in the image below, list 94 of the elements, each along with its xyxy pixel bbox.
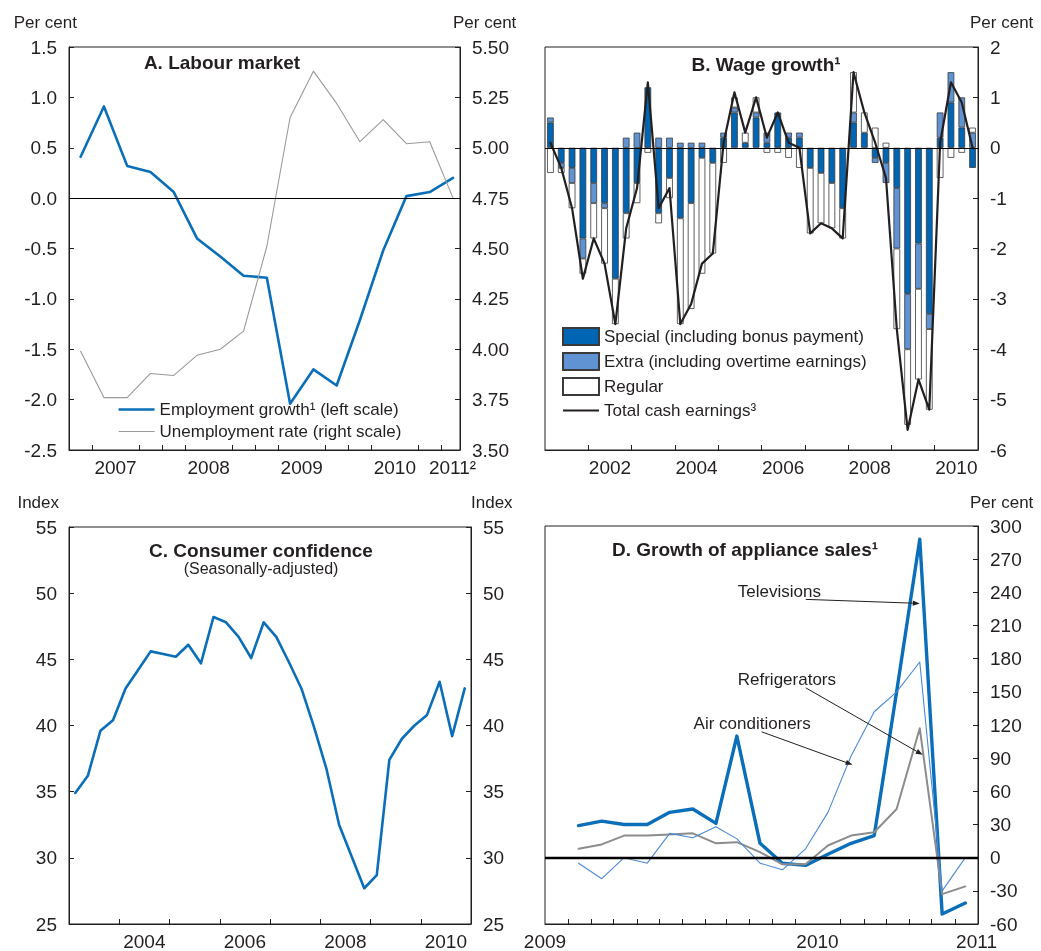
y-tick-label: 1 — [990, 86, 1001, 108]
y2-axis-title: Per cent — [453, 12, 517, 32]
x-tick-label: 2008 — [848, 457, 891, 478]
y-tick-label: 150 — [990, 681, 1022, 703]
y2-tick-label: 25 — [483, 913, 505, 935]
y-tick-label: 60 — [990, 780, 1012, 802]
y-tick-label: 180 — [990, 648, 1022, 670]
legend-label: Total cash earnings³ — [604, 401, 757, 420]
y2-tick-label: 45 — [483, 648, 505, 670]
x-tick-label: 2009 — [523, 931, 567, 951]
chart-title: B. Wage growth¹ — [691, 54, 841, 75]
chart-title: A. Labour market — [143, 52, 301, 73]
y-axis-title: Per cent — [13, 12, 78, 32]
y-tick-label: -6 — [990, 439, 1007, 461]
x-tick-label: 2006 — [223, 931, 267, 951]
y2-tick-label: 50 — [483, 582, 505, 604]
text: C. Consumer confidence — [149, 540, 373, 561]
y2-tick-label: 40 — [483, 715, 505, 736]
y2-tick-label: 35 — [483, 781, 505, 803]
y2-tick-label: 4.25 — [472, 288, 509, 310]
text: (Seasonally-adjusted) — [183, 559, 339, 577]
bar — [731, 112, 738, 148]
y2-tick-label: 4.00 — [472, 338, 509, 360]
x-tick-label: 2010 — [424, 931, 468, 951]
y-tick-label: 0.5 — [30, 137, 57, 159]
y2-tick-label: 3.75 — [472, 389, 509, 411]
y2-tick-label: 5.50 — [472, 36, 509, 58]
line-series — [578, 661, 966, 892]
annotation: Televisions — [737, 581, 821, 601]
line-series — [576, 537, 968, 916]
line-series — [577, 727, 967, 896]
bar — [752, 117, 760, 148]
y-tick-label: 35 — [35, 781, 57, 803]
y-tick-label: 40 — [35, 715, 57, 736]
x-tick-label: 2010 — [796, 931, 839, 951]
x-tick-label: 2009 — [280, 457, 323, 478]
y-tick-label: 300 — [990, 515, 1022, 537]
y-tick-label: 120 — [990, 714, 1022, 736]
legend-label: Employment growth¹ (left scale) — [159, 400, 399, 419]
y2-tick-label: 30 — [483, 847, 505, 869]
x-tick-label: 2008 — [187, 457, 230, 478]
x-tick-label: 2010 — [373, 457, 416, 478]
annotation: Air conditioners — [693, 714, 811, 734]
y2-axis-title: Index — [471, 492, 514, 512]
legend-label: Unemployment rate (right scale) — [159, 422, 402, 441]
y-tick-label: 270 — [990, 548, 1022, 570]
y-tick-label: 2 — [990, 36, 1001, 58]
y2-tick-label: 5.25 — [472, 86, 509, 108]
bar — [601, 147, 608, 204]
y-tick-label: 25 — [35, 913, 57, 935]
x-tick-label: 2010 — [935, 457, 978, 478]
y-tick-label: -5 — [990, 389, 1007, 411]
x-tick-label: 2007 — [94, 457, 137, 478]
y-tick-label: 1.0 — [30, 86, 57, 108]
y-tick-label: 0 — [990, 847, 1001, 869]
y-tick-label: -1.0 — [24, 288, 57, 310]
y-axis-title: Per cent — [970, 492, 1034, 512]
y-tick-label: 90 — [990, 747, 1012, 769]
y-tick-label: -2 — [990, 238, 1007, 259]
y2-tick-label: 5.00 — [472, 137, 509, 159]
y-tick-label: -1 — [990, 187, 1007, 209]
x-tick-label: 2008 — [324, 931, 367, 951]
y-tick-label: -30 — [990, 880, 1018, 902]
y-axis-title: Per cent — [970, 12, 1034, 32]
y-tick-label: 1.5 — [30, 36, 57, 58]
x-tick-label: 2006 — [762, 457, 805, 478]
legend-label: Regular — [604, 377, 664, 396]
line-series — [73, 615, 467, 890]
y-tick-label: 55 — [35, 516, 57, 538]
y-tick-label: 30 — [35, 847, 57, 869]
y-tick-label: 30 — [990, 814, 1012, 835]
y-axis-title: Index — [17, 492, 60, 512]
y-tick-label: 240 — [990, 581, 1022, 603]
y-tick-label: 0 — [990, 137, 1001, 159]
y-tick-label: -2.5 — [24, 439, 57, 461]
legend-label: Special (including bonus payment) — [604, 327, 864, 346]
annotation: Refrigerators — [737, 670, 837, 690]
y-tick-label: -1.5 — [24, 338, 57, 360]
y-tick-label: 45 — [35, 648, 57, 670]
y2-tick-label: 55 — [483, 516, 505, 538]
y-tick-label: 50 — [35, 582, 57, 604]
y-tick-label: -2.0 — [24, 389, 57, 411]
x-tick-label: 2002 — [588, 457, 632, 478]
x-tick-label: 2004 — [675, 457, 719, 478]
y2-tick-label: 4.50 — [472, 238, 509, 259]
y-tick-label: -3 — [990, 288, 1007, 310]
y2-tick-label: 4.75 — [472, 187, 509, 209]
legend-label: Extra (including overtime earnings) — [604, 352, 867, 371]
x-tick-label: 2004 — [123, 931, 166, 951]
y-tick-label: 0.0 — [30, 187, 57, 209]
y-tick-label: -0.5 — [24, 238, 57, 259]
y-tick-label: -4 — [990, 338, 1008, 360]
text: D. Growth of appliance sales¹ — [611, 539, 879, 560]
y-tick-label: 210 — [990, 615, 1022, 636]
